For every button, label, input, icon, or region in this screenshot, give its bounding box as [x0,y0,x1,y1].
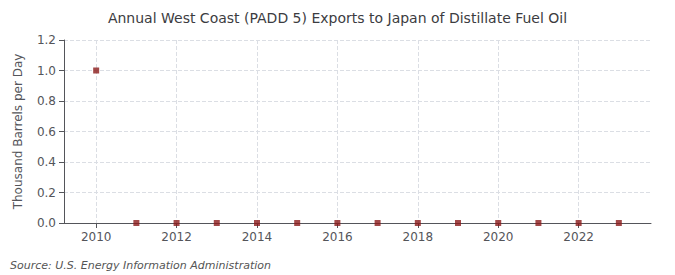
svg-text:0.4: 0.4 [37,155,56,169]
svg-text:Source: U.S. Energy Informatio: Source: U.S. Energy Information Administ… [10,259,271,272]
svg-text:1.2: 1.2 [37,33,56,47]
svg-text:2016: 2016 [322,230,353,244]
svg-text:0.2: 0.2 [37,186,56,200]
svg-text:0.0: 0.0 [37,216,56,230]
svg-text:2020: 2020 [483,230,514,244]
svg-text:Annual West Coast (PADD 5) Exp: Annual West Coast (PADD 5) Exports to Ja… [108,10,567,26]
svg-text:0.6: 0.6 [37,125,56,139]
svg-text:2010: 2010 [81,230,112,244]
svg-text:2014: 2014 [242,230,273,244]
svg-text:2018: 2018 [403,230,434,244]
svg-text:2012: 2012 [161,230,192,244]
svg-text:2022: 2022 [563,230,594,244]
svg-text:Thousand Barrels per Day: Thousand Barrels per Day [11,54,25,211]
svg-text:1.0: 1.0 [37,64,56,78]
svg-text:0.8: 0.8 [37,94,56,108]
